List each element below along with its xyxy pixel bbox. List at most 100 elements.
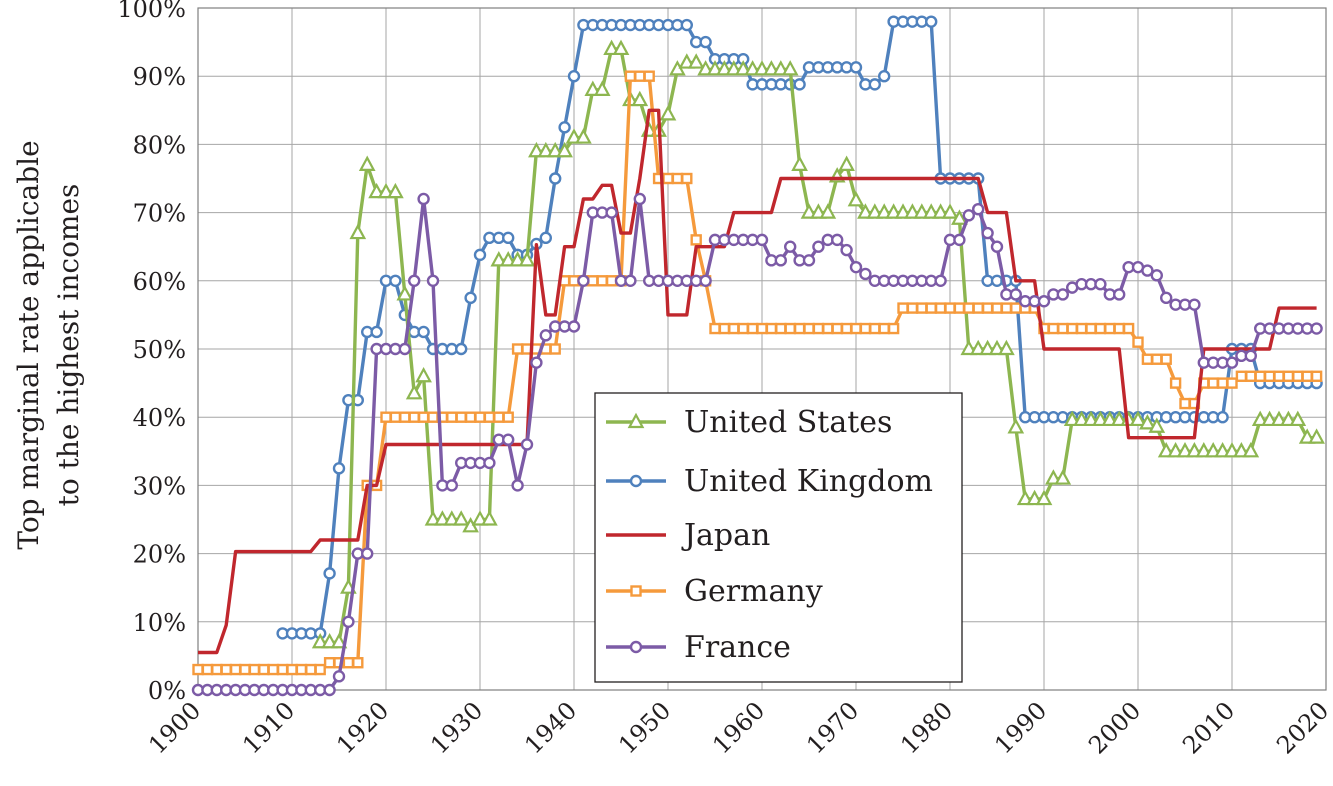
data-point [483,456,496,470]
x-tick-label: 1980 [895,696,958,759]
data-point [1000,302,1013,314]
legend-label: United Kingdom [684,464,933,499]
data-point [725,60,743,76]
data-point [1298,428,1316,444]
data-point [972,202,985,216]
data-point [831,322,843,335]
y-tick-label: 0% [148,677,186,705]
y-tick-label: 70% [133,200,186,228]
data-point [427,411,439,423]
data-point [998,339,1015,356]
series-lines [191,15,1325,697]
data-point [960,339,978,356]
data-point [1216,377,1229,389]
x-tick-label: 2020 [1271,696,1333,759]
data-point [605,206,618,219]
data-point [755,233,769,247]
data-point [810,203,827,219]
data-point [904,203,921,219]
data-point [509,251,526,267]
legend-item-germany: Germany [606,574,823,609]
data-point [765,322,778,335]
data-point [791,155,808,171]
data-point [1195,441,1213,458]
data-point [969,339,987,356]
data-point [399,411,411,423]
data-point [520,438,534,451]
data-point [1273,370,1285,382]
legend-item-france: France [606,630,791,665]
x-tick-label: 1970 [801,696,864,759]
data-point [1085,322,1097,335]
data-point [1007,418,1025,434]
data-point [1057,322,1069,335]
data-point [546,141,564,158]
y-tick-label: 20% [133,541,186,569]
x-tick-label: 1990 [989,696,1052,759]
data-point [464,291,477,305]
data-point [502,433,515,446]
data-point [565,128,583,144]
data-point [734,60,752,76]
data-point [377,182,395,199]
data-point [577,274,590,287]
data-point [387,182,404,199]
data-point [988,339,1006,356]
y-tick-label: 40% [133,404,186,432]
data-point [981,302,994,314]
data-point [539,231,552,245]
data-point [1009,288,1022,301]
data-point [990,240,1004,253]
data-point [866,203,884,219]
data-point [803,322,815,335]
data-point [897,302,909,314]
data-point [342,615,355,628]
legend-label: Germany [684,574,823,609]
data-point [781,60,799,76]
data-point [490,251,508,267]
data-point [951,209,968,225]
data-point [847,191,865,207]
data-point [859,267,872,281]
data-point [1251,410,1269,427]
data-point [220,663,232,676]
data-point [1122,322,1135,335]
data-point [575,128,592,144]
data-point [1254,370,1266,382]
data-point [885,203,902,219]
data-point [248,663,261,676]
data-point [659,105,677,121]
data-point [567,320,581,333]
data-point [1112,288,1126,301]
data-point [518,251,536,267]
data-point [389,411,402,423]
data-point [1075,322,1088,335]
data-point [746,322,759,335]
data-point [305,663,317,676]
data-point [1242,441,1260,458]
data-point [800,203,818,219]
data-point [528,141,545,158]
y-tick-label: 50% [133,336,186,364]
data-point [332,670,346,683]
data-point [537,141,555,158]
data-point [1214,441,1231,458]
data-point [838,155,855,171]
data-point [1082,410,1100,427]
data-point [1169,377,1182,389]
data-point [471,510,489,526]
data-point [624,274,637,287]
data-point [925,302,937,314]
data-point [784,322,796,335]
data-point [452,510,470,526]
data-point [405,384,423,400]
data-point [1159,291,1173,305]
data-point [342,657,355,669]
data-point [634,70,646,82]
data-point [1226,377,1238,389]
y-tick-label: 10% [133,609,186,637]
data-point [1139,414,1156,430]
data-point [295,663,308,676]
data-point [869,322,881,335]
